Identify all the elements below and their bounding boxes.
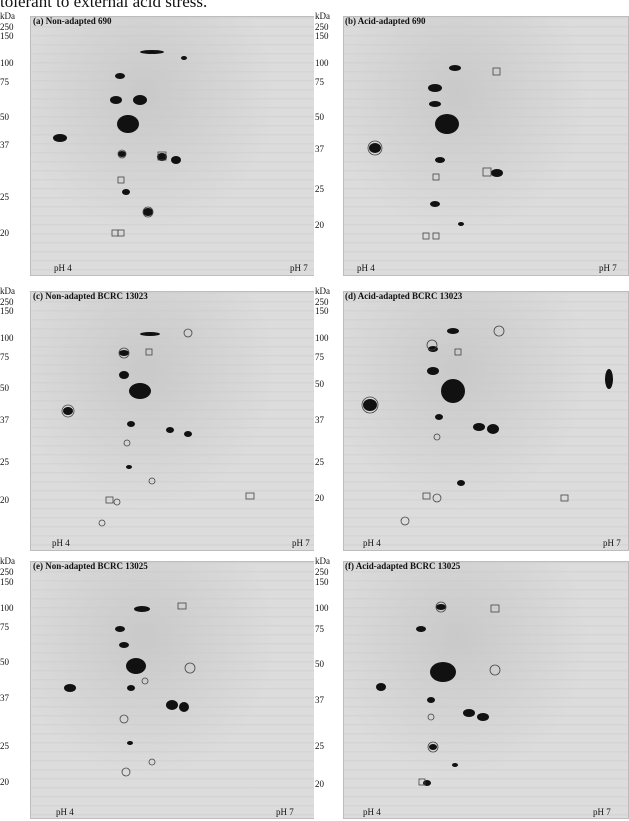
mw-50: 50 (315, 659, 324, 669)
mw-50: 50 (315, 379, 324, 389)
panel-title: (c) Non-adapted BCRC 13023 (33, 291, 148, 301)
gel-image-b (343, 16, 629, 276)
ph-left-label: pH 4 (54, 263, 72, 273)
ph-left-label: pH 4 (52, 538, 70, 548)
gel-image-a (30, 16, 314, 276)
mw-20: 20 (0, 777, 9, 787)
mw-20: 20 (315, 493, 324, 503)
gel-panel-f: kDa (f) Acid-adapted BCRC 13025 250 150 … (315, 557, 629, 821)
gel-panel-e: kDa (e) Non-adapted BCRC 13025 250 150 1… (0, 557, 314, 821)
protein-spots-d (361, 325, 613, 526)
mw-150: 150 (315, 577, 329, 587)
mw-50: 50 (0, 383, 9, 393)
gel-image-f (343, 561, 629, 819)
panel-title: (f) Acid-adapted BCRC 13025 (345, 561, 461, 571)
ph-right-label: pH 7 (292, 538, 310, 548)
protein-spots-a (53, 50, 187, 237)
mw-150: 150 (315, 306, 329, 316)
panel-title: (a) Non-adapted 690 (33, 16, 112, 26)
ph-right-label: pH 7 (290, 263, 308, 273)
mw-150: 150 (0, 306, 14, 316)
mw-25: 25 (0, 457, 9, 467)
mw-250: 250 (315, 297, 329, 307)
mw-250: 250 (0, 567, 14, 577)
ph-left-label: pH 4 (357, 263, 375, 273)
gel-panel-d: kDa (d) Acid-adapted BCRC 13023 250 150 … (315, 287, 629, 552)
mw-100: 100 (315, 333, 329, 343)
protein-spots-e (64, 602, 196, 777)
mw-25: 25 (315, 184, 324, 194)
mw-50: 50 (315, 112, 324, 122)
gel-image-d (343, 291, 629, 551)
mw-75: 75 (0, 622, 9, 632)
mw-75: 75 (0, 77, 9, 87)
mw-250: 250 (0, 22, 14, 32)
kda-label: kDa (315, 12, 330, 21)
mw-37: 37 (315, 144, 324, 154)
gel-image-e (30, 561, 314, 819)
mw-37: 37 (315, 695, 324, 705)
gel-panel-a: kDa (a) Non-adapted 690 250 150 100 75 5… (0, 12, 314, 277)
mw-100: 100 (0, 333, 14, 343)
mw-100: 100 (315, 58, 329, 68)
kda-label: kDa (315, 287, 330, 296)
mw-75: 75 (315, 624, 324, 634)
mw-150: 150 (315, 31, 329, 41)
mw-250: 250 (0, 297, 14, 307)
ph-right-label: pH 7 (599, 263, 617, 273)
ph-right-label: pH 7 (276, 807, 294, 817)
mw-150: 150 (0, 31, 14, 41)
panel-title: (b) Acid-adapted 690 (345, 16, 426, 26)
mw-100: 100 (0, 58, 14, 68)
kda-label: kDa (0, 287, 15, 296)
mw-50: 50 (0, 657, 9, 667)
mw-150: 150 (0, 577, 14, 587)
ph-right-label: pH 7 (603, 538, 621, 548)
mw-20: 20 (315, 220, 324, 230)
mw-75: 75 (315, 352, 324, 362)
protein-spots-b (367, 65, 503, 240)
mw-50: 50 (0, 112, 9, 122)
gel-image-c (30, 291, 314, 551)
mw-25: 25 (0, 741, 9, 751)
panel-title: (e) Non-adapted BCRC 13025 (33, 561, 148, 571)
panel-title: (d) Acid-adapted BCRC 13023 (345, 291, 463, 301)
mw-25: 25 (315, 741, 324, 751)
figure-caption: tolerant to external acid stress. (0, 0, 208, 11)
mw-20: 20 (315, 779, 324, 789)
protein-spots-f (376, 601, 501, 786)
mw-100: 100 (0, 603, 14, 613)
mw-20: 20 (0, 228, 9, 238)
mw-25: 25 (0, 192, 9, 202)
gel-panel-c: kDa (c) Non-adapted BCRC 13023 250 150 1… (0, 287, 314, 552)
mw-75: 75 (0, 352, 9, 362)
mw-37: 37 (0, 140, 9, 150)
ph-right-label: pH 7 (593, 807, 611, 817)
kda-label: kDa (315, 557, 330, 566)
mw-250: 250 (315, 22, 329, 32)
ph-left-label: pH 4 (56, 807, 74, 817)
kda-label: kDa (0, 12, 15, 21)
mw-75: 75 (315, 77, 324, 87)
mw-37: 37 (0, 415, 9, 425)
mw-20: 20 (0, 495, 9, 505)
mw-250: 250 (315, 567, 329, 577)
protein-spots-c (61, 328, 255, 527)
ph-left-label: pH 4 (363, 538, 381, 548)
mw-25: 25 (315, 457, 324, 467)
ph-left-label: pH 4 (363, 807, 381, 817)
gel-panel-b: kDa (b) Acid-adapted 690 250 150 100 75 … (315, 12, 629, 277)
mw-100: 100 (315, 603, 329, 613)
kda-label: kDa (0, 557, 15, 566)
mw-37: 37 (315, 415, 324, 425)
mw-37: 37 (0, 693, 9, 703)
